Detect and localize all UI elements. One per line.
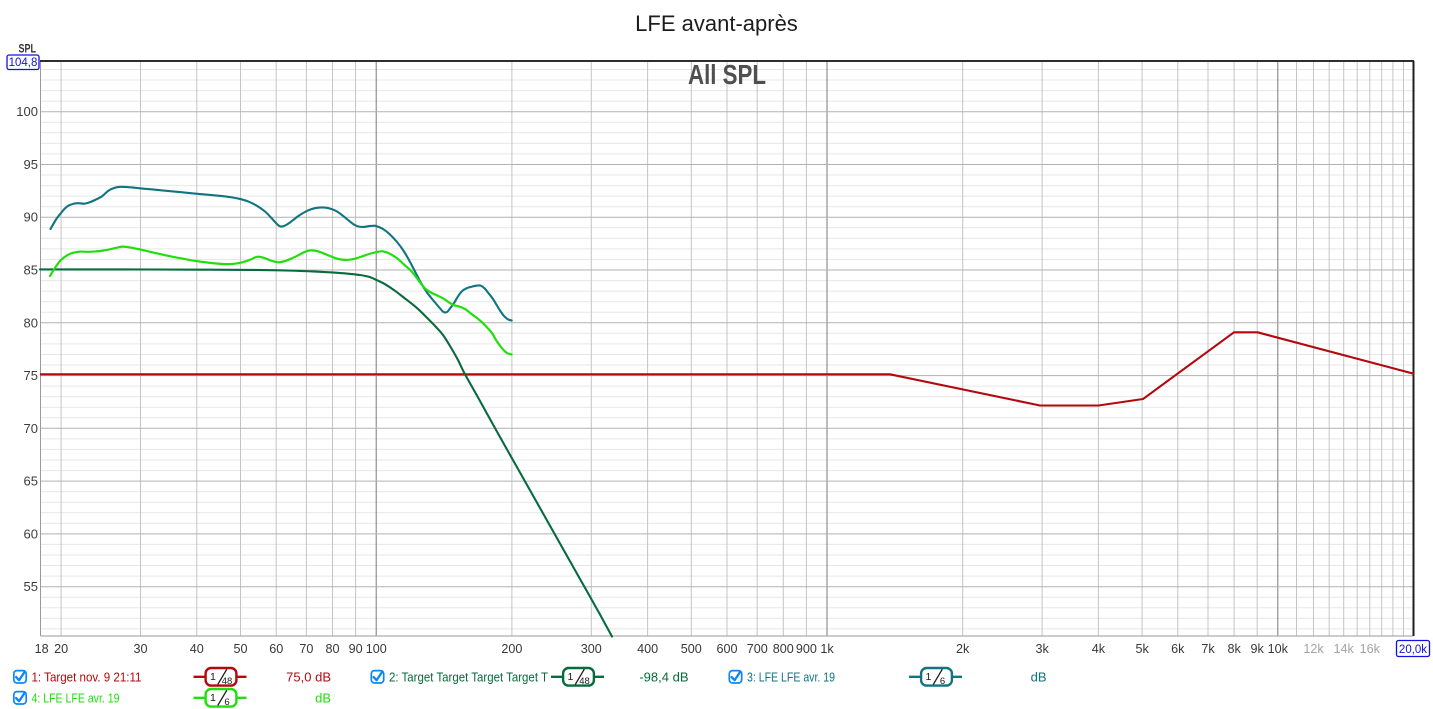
svg-text:700: 700	[747, 642, 768, 656]
svg-text:2k: 2k	[956, 642, 970, 656]
svg-text:dB: dB	[315, 690, 331, 705]
svg-text:104,8: 104,8	[9, 57, 38, 69]
svg-text:6: 6	[224, 697, 229, 708]
svg-text:14k: 14k	[1334, 642, 1355, 656]
svg-text:4k: 4k	[1092, 642, 1106, 656]
svg-text:1: 1	[568, 671, 574, 683]
svg-text:10k: 10k	[1268, 642, 1289, 656]
svg-text:95: 95	[24, 157, 38, 172]
svg-text:85: 85	[24, 263, 38, 278]
svg-text:900: 900	[796, 642, 817, 656]
svg-text:500: 500	[681, 642, 702, 656]
svg-text:70: 70	[24, 421, 38, 436]
svg-text:7k: 7k	[1201, 642, 1215, 656]
svg-text:-98,4 dB: -98,4 dB	[639, 669, 688, 684]
svg-text:80: 80	[24, 315, 38, 330]
svg-text:3k: 3k	[1035, 642, 1049, 656]
svg-text:90: 90	[349, 642, 363, 656]
svg-text:5k: 5k	[1135, 642, 1149, 656]
svg-text:3: LFE LFE avr. 19: 3: LFE LFE avr. 19	[747, 669, 835, 684]
svg-text:8k: 8k	[1227, 642, 1241, 656]
svg-text:90: 90	[24, 210, 38, 225]
svg-text:300: 300	[581, 642, 602, 656]
svg-text:All SPL: All SPL	[688, 59, 766, 90]
svg-text:9k: 9k	[1251, 642, 1265, 656]
svg-text:75,0 dB: 75,0 dB	[286, 669, 331, 684]
svg-text:6: 6	[940, 676, 945, 687]
svg-text:600: 600	[716, 642, 737, 656]
svg-text:40: 40	[190, 642, 204, 656]
svg-text:200: 200	[501, 642, 522, 656]
svg-text:18: 18	[35, 642, 49, 656]
svg-text:400: 400	[637, 642, 658, 656]
svg-text:50: 50	[233, 642, 247, 656]
svg-text:48: 48	[222, 676, 233, 687]
svg-text:20: 20	[54, 642, 68, 656]
svg-text:48: 48	[579, 676, 590, 687]
svg-text:1: Target nov. 9 21:11: 1: Target nov. 9 21:11	[32, 669, 142, 684]
svg-text:800: 800	[773, 642, 794, 656]
svg-text:100: 100	[366, 642, 387, 656]
svg-text:1: 1	[210, 671, 216, 683]
svg-text:SPL: SPL	[19, 44, 37, 56]
svg-text:60: 60	[269, 642, 283, 656]
svg-text:2: Target Target Target Target: 2: Target Target Target Target T	[389, 669, 548, 684]
svg-text:55: 55	[24, 579, 38, 594]
svg-text:1k: 1k	[820, 642, 834, 656]
svg-text:75: 75	[24, 368, 38, 383]
svg-text:1: 1	[926, 671, 932, 683]
svg-text:80: 80	[325, 642, 339, 656]
svg-text:60: 60	[24, 526, 38, 541]
svg-text:65: 65	[24, 474, 38, 489]
svg-text:dB: dB	[1031, 669, 1047, 684]
svg-text:70: 70	[299, 642, 313, 656]
svg-text:4: LFE LFE avr. 19: 4: LFE LFE avr. 19	[32, 690, 120, 705]
svg-text:6k: 6k	[1171, 642, 1185, 656]
svg-text:1: 1	[210, 692, 216, 704]
svg-text:30: 30	[133, 642, 147, 656]
svg-text:20,0k: 20,0k	[1399, 644, 1427, 656]
svg-text:100: 100	[16, 104, 38, 119]
svg-text:12k: 12k	[1303, 642, 1324, 656]
svg-text:16k: 16k	[1360, 642, 1381, 656]
